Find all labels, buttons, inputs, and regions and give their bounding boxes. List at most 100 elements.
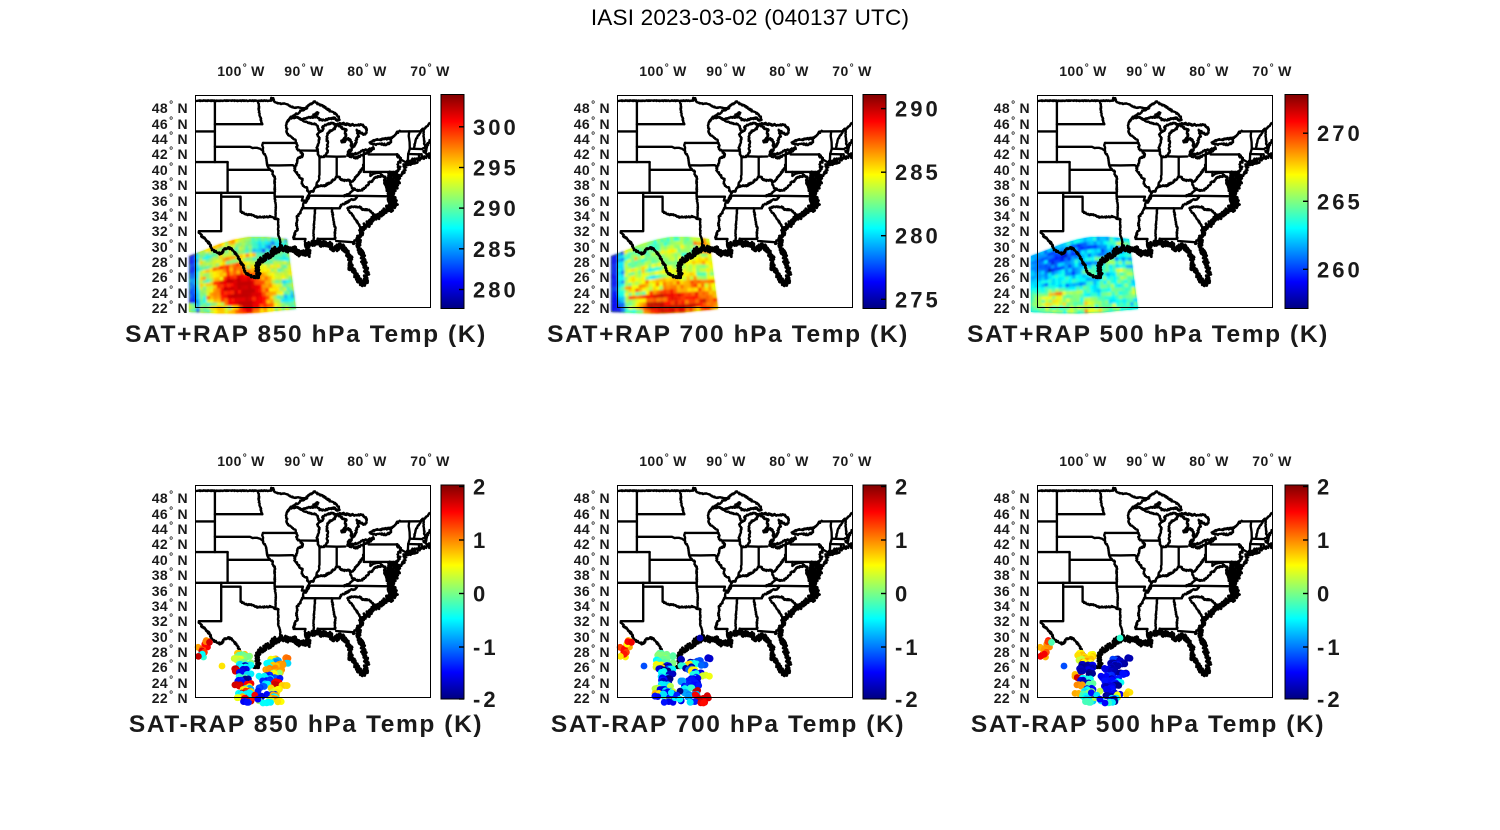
svg-text:46°N: 46° N: [152, 506, 188, 523]
svg-text:IASI 2023-03-02 (040137 UTC): IASI 2023-03-02 (040137 UTC): [591, 5, 909, 30]
svg-text:48°N: 48° N: [994, 100, 1030, 117]
svg-text:90°W: 90° W: [284, 453, 324, 470]
svg-text:38°N: 38° N: [574, 567, 610, 584]
svg-text:285: 285: [895, 160, 941, 185]
svg-text:48°N: 48° N: [574, 490, 610, 507]
svg-text:100°W: 100° W: [639, 453, 687, 470]
svg-text:100°W: 100° W: [1059, 453, 1107, 470]
svg-text:46°N: 46° N: [574, 506, 610, 523]
svg-text:24°N: 24° N: [574, 285, 610, 302]
svg-text:40°N: 40° N: [152, 552, 188, 569]
svg-text:28°N: 28° N: [994, 644, 1030, 661]
svg-text:SAT-RAP 700 hPa Temp (K): SAT-RAP 700 hPa Temp (K): [551, 711, 905, 738]
svg-text:42°N: 42° N: [152, 146, 188, 163]
svg-text:22°N: 22° N: [574, 300, 610, 317]
svg-text:1: 1: [473, 528, 488, 553]
svg-text:36°N: 36° N: [152, 193, 188, 210]
svg-text:46°N: 46° N: [152, 116, 188, 133]
svg-text:40°N: 40° N: [994, 552, 1030, 569]
svg-text:28°N: 28° N: [574, 644, 610, 661]
svg-text:70°W: 70° W: [1252, 453, 1292, 470]
svg-text:90°W: 90° W: [1126, 63, 1166, 80]
svg-text:32°N: 32° N: [994, 223, 1030, 240]
svg-text:42°N: 42° N: [152, 536, 188, 553]
svg-text:22°N: 22° N: [994, 300, 1030, 317]
svg-text:1: 1: [1317, 528, 1332, 553]
svg-text:38°N: 38° N: [152, 177, 188, 194]
svg-text:80°W: 80° W: [347, 63, 387, 80]
svg-text:-1: -1: [1317, 635, 1343, 660]
svg-text:270: 270: [1317, 121, 1363, 146]
svg-text:42°N: 42° N: [574, 536, 610, 553]
svg-text:290: 290: [473, 196, 519, 221]
svg-text:30°N: 30° N: [574, 629, 610, 646]
svg-text:SAT+RAP 500 hPa Temp (K): SAT+RAP 500 hPa Temp (K): [967, 321, 1329, 348]
svg-text:22°N: 22° N: [152, 300, 188, 317]
svg-text:28°N: 28° N: [152, 644, 188, 661]
svg-text:40°N: 40° N: [994, 162, 1030, 179]
svg-text:26°N: 26° N: [152, 659, 188, 676]
svg-text:26°N: 26° N: [994, 659, 1030, 676]
svg-text:40°N: 40° N: [152, 162, 188, 179]
svg-text:42°N: 42° N: [994, 146, 1030, 163]
svg-text:22°N: 22° N: [994, 690, 1030, 707]
svg-text:26°N: 26° N: [152, 269, 188, 286]
svg-text:SAT-RAP 850 hPa Temp (K): SAT-RAP 850 hPa Temp (K): [129, 711, 483, 738]
svg-text:80°W: 80° W: [1189, 453, 1229, 470]
svg-text:70°W: 70° W: [1252, 63, 1292, 80]
svg-text:260: 260: [1317, 257, 1363, 282]
svg-text:0: 0: [473, 582, 488, 607]
svg-text:26°N: 26° N: [574, 659, 610, 676]
svg-text:22°N: 22° N: [152, 690, 188, 707]
svg-text:34°N: 34° N: [574, 208, 610, 225]
svg-text:38°N: 38° N: [574, 177, 610, 194]
svg-text:32°N: 32° N: [574, 223, 610, 240]
svg-text:265: 265: [1317, 189, 1363, 214]
svg-text:36°N: 36° N: [994, 583, 1030, 600]
svg-text:-1: -1: [895, 635, 921, 660]
svg-text:-2: -2: [895, 687, 921, 712]
svg-text:36°N: 36° N: [574, 583, 610, 600]
svg-text:30°N: 30° N: [574, 239, 610, 256]
svg-text:-1: -1: [473, 635, 499, 660]
svg-text:34°N: 34° N: [994, 598, 1030, 615]
svg-text:46°N: 46° N: [994, 506, 1030, 523]
svg-text:30°N: 30° N: [994, 629, 1030, 646]
svg-text:38°N: 38° N: [152, 567, 188, 584]
svg-text:1: 1: [895, 528, 910, 553]
svg-text:30°N: 30° N: [152, 239, 188, 256]
svg-text:36°N: 36° N: [574, 193, 610, 210]
svg-text:30°N: 30° N: [152, 629, 188, 646]
svg-text:36°N: 36° N: [152, 583, 188, 600]
svg-text:SAT-RAP 500 hPa Temp (K): SAT-RAP 500 hPa Temp (K): [971, 711, 1325, 738]
svg-text:32°N: 32° N: [152, 613, 188, 630]
svg-text:70°W: 70° W: [410, 453, 450, 470]
svg-text:70°W: 70° W: [832, 63, 872, 80]
svg-text:48°N: 48° N: [574, 100, 610, 117]
svg-text:-2: -2: [473, 687, 499, 712]
svg-text:38°N: 38° N: [994, 567, 1030, 584]
svg-text:280: 280: [895, 224, 941, 249]
svg-text:2: 2: [1317, 475, 1332, 500]
svg-text:32°N: 32° N: [574, 613, 610, 630]
svg-text:28°N: 28° N: [574, 254, 610, 271]
svg-text:90°W: 90° W: [1126, 453, 1166, 470]
svg-text:24°N: 24° N: [994, 675, 1030, 692]
svg-text:40°N: 40° N: [574, 162, 610, 179]
svg-text:24°N: 24° N: [152, 285, 188, 302]
svg-text:300: 300: [473, 115, 519, 140]
svg-text:44°N: 44° N: [152, 521, 188, 538]
svg-text:90°W: 90° W: [706, 453, 746, 470]
svg-text:24°N: 24° N: [152, 675, 188, 692]
svg-text:100°W: 100° W: [217, 453, 265, 470]
svg-text:44°N: 44° N: [574, 131, 610, 148]
svg-text:SAT+RAP 850 hPa Temp (K): SAT+RAP 850 hPa Temp (K): [125, 321, 487, 348]
svg-text:24°N: 24° N: [994, 285, 1030, 302]
svg-text:44°N: 44° N: [994, 131, 1030, 148]
svg-text:70°W: 70° W: [832, 453, 872, 470]
svg-text:34°N: 34° N: [152, 208, 188, 225]
svg-text:26°N: 26° N: [574, 269, 610, 286]
svg-text:0: 0: [1317, 582, 1332, 607]
svg-text:48°N: 48° N: [152, 100, 188, 117]
svg-text:38°N: 38° N: [994, 177, 1030, 194]
